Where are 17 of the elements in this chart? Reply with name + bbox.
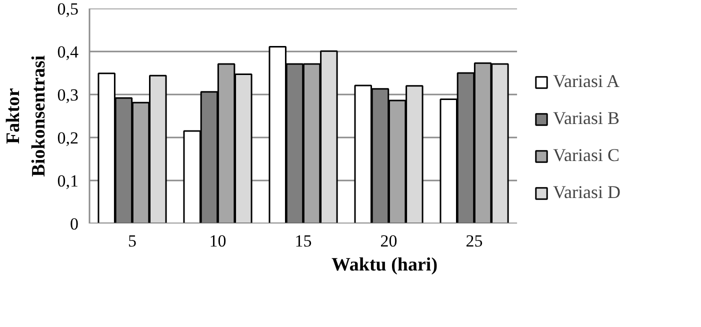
x-axis-title: Waktu (hari) xyxy=(331,254,438,276)
y-tick-label: 0,5 xyxy=(57,0,78,18)
x-tick-label: 10 xyxy=(209,232,226,250)
legend-label: Variasi C xyxy=(553,145,620,166)
y-tick-label: 0,1 xyxy=(57,172,78,190)
y-tick-label: 0,2 xyxy=(57,128,78,148)
y-tick-label: 0,4 xyxy=(57,42,79,62)
legend-label: Variasi D xyxy=(553,182,620,203)
y-axis-title: Faktor Biokonsentrasi xyxy=(3,55,50,177)
x-tick-label: 15 xyxy=(294,232,312,250)
x-tick-label: 20 xyxy=(380,232,398,250)
legend-label: Variasi B xyxy=(553,108,620,129)
y-tick-label: 0 xyxy=(70,214,78,234)
legend-label: Variasi A xyxy=(553,71,620,92)
x-tick-label: 5 xyxy=(128,232,137,250)
y-tick-label: 0,3 xyxy=(57,86,78,104)
x-tick-label: 25 xyxy=(466,232,483,250)
